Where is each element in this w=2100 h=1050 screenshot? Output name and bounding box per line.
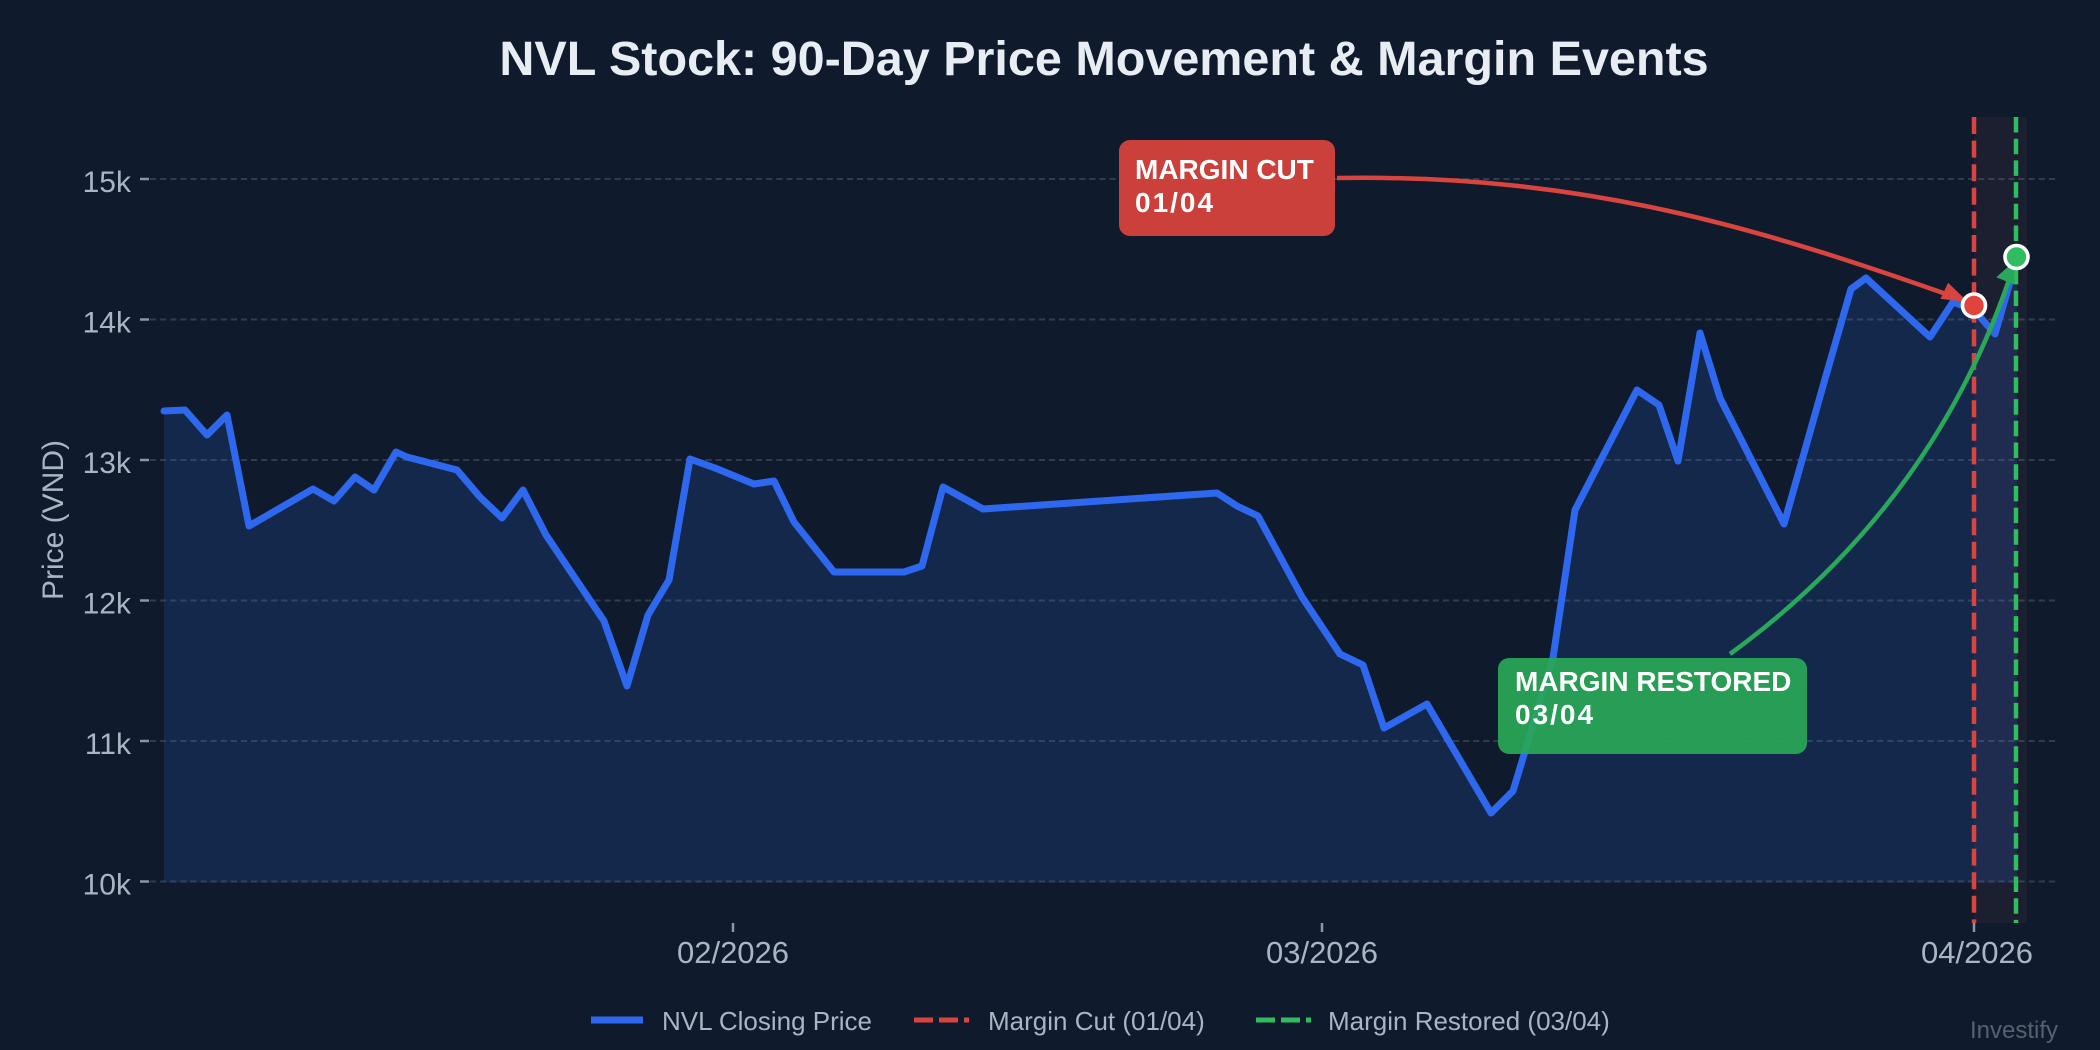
svg-text:NVL Stock: 90-Day Price Moveme: NVL Stock: 90-Day Price Movement & Margi… bbox=[499, 32, 1708, 86]
svg-text:Price (VND): Price (VND) bbox=[37, 440, 70, 600]
svg-text:12k: 12k bbox=[83, 588, 132, 621]
svg-text:NVL Closing Price: NVL Closing Price bbox=[662, 1006, 872, 1036]
svg-text:Margin Restored (03/04): Margin Restored (03/04) bbox=[1328, 1006, 1610, 1036]
svg-text:11k: 11k bbox=[85, 728, 132, 761]
svg-text:03/04: 03/04 bbox=[1515, 699, 1595, 730]
svg-text:Margin Cut (01/04): Margin Cut (01/04) bbox=[988, 1006, 1205, 1036]
svg-text:Investify: Investify bbox=[1970, 1017, 2058, 1044]
svg-text:MARGIN RESTORED: MARGIN RESTORED bbox=[1515, 666, 1791, 697]
svg-text:03/2026: 03/2026 bbox=[1266, 935, 1378, 970]
svg-text:13k: 13k bbox=[83, 447, 132, 480]
svg-text:15k: 15k bbox=[83, 166, 132, 199]
svg-text:02/2026: 02/2026 bbox=[677, 935, 789, 970]
svg-text:14k: 14k bbox=[83, 307, 132, 340]
svg-text:10k: 10k bbox=[83, 869, 132, 902]
svg-text:04/2026: 04/2026 bbox=[1921, 935, 2033, 970]
svg-text:01/04: 01/04 bbox=[1135, 187, 1215, 218]
svg-text:MARGIN CUT: MARGIN CUT bbox=[1135, 154, 1314, 185]
